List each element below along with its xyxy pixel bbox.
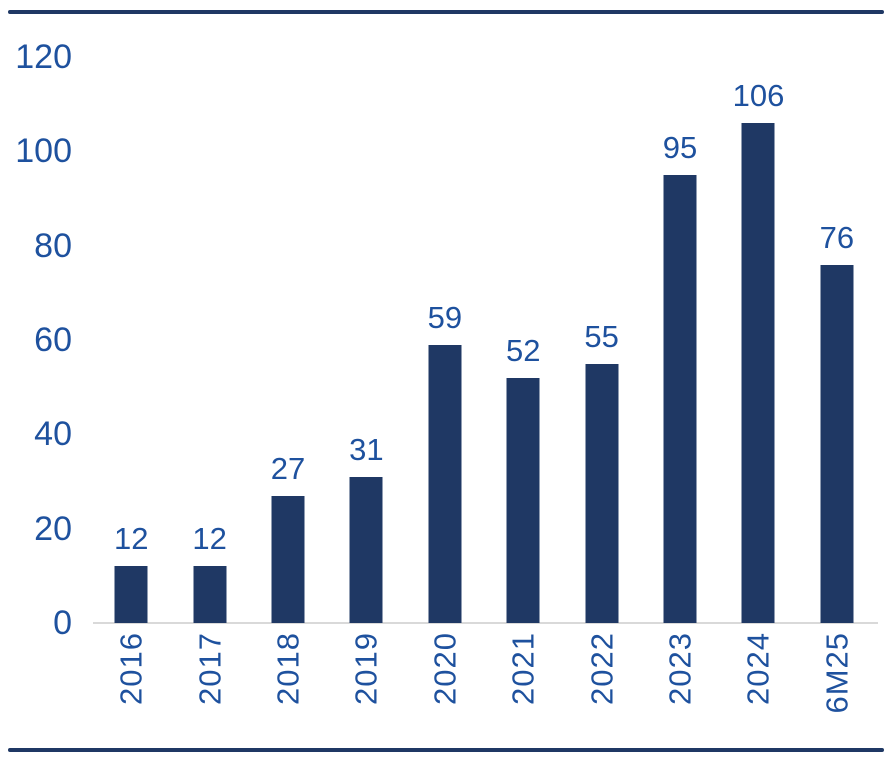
y-axis-tick-label: 40 [34, 415, 72, 454]
y-axis-tick-label: 80 [34, 226, 72, 265]
bar-group-2020: 59 2020 [406, 57, 484, 705]
bar-group-2024: 106 2024 [719, 57, 797, 705]
bar-group-2021: 52 2021 [484, 57, 562, 705]
x-axis-tick-label: 2018 [270, 632, 306, 705]
x-axis-tick-label: 2016 [113, 632, 149, 705]
bar-value-label: 76 [819, 219, 855, 255]
bar-value-label: 31 [349, 431, 384, 467]
bar-value-label: 52 [505, 332, 541, 368]
bar-group-2018: 27 2018 [249, 57, 327, 705]
bar-group-2016: 12 2016 [92, 57, 170, 705]
bar-2016 [114, 566, 148, 623]
bar-2023 [663, 174, 697, 623]
x-axis-tick-label: 2023 [662, 632, 698, 705]
y-axis: 0 20 40 60 80 100 120 [0, 0, 72, 762]
bar-group-2023: 95 2023 [641, 57, 719, 705]
bar-6M25 [820, 264, 854, 623]
bar-2017 [193, 566, 227, 623]
bar-2021 [506, 377, 540, 623]
bar-2018 [271, 495, 305, 623]
x-axis-line [93, 622, 878, 624]
x-axis-tick-label: 6M25 [819, 632, 855, 714]
bottom-border-line [8, 748, 884, 752]
bar-group-2019: 31 2019 [327, 57, 405, 705]
bar-2020 [428, 344, 462, 623]
bar-value-label: 12 [192, 521, 227, 557]
x-axis-tick-label: 2020 [427, 632, 463, 705]
bar-group-6M25: 76 6M25 [798, 57, 876, 714]
y-axis-tick-label: 100 [15, 132, 72, 171]
x-axis-tick-label: 2019 [348, 632, 384, 705]
bar-2022 [585, 363, 619, 623]
bar-value-label: 27 [270, 450, 306, 486]
y-axis-tick-label: 20 [34, 509, 72, 548]
top-border-line [8, 10, 884, 14]
x-axis-tick-label: 2017 [192, 632, 228, 705]
bar-group-2022: 55 2022 [562, 57, 640, 705]
bar-2019 [349, 476, 383, 623]
y-axis-tick-label: 120 [15, 38, 72, 76]
y-axis-tick-label: 0 [53, 604, 72, 642]
bar-value-label: 59 [427, 299, 463, 335]
bar-2024 [741, 123, 775, 623]
bar-value-label: 95 [662, 129, 698, 165]
y-axis-tick-label: 60 [34, 321, 72, 359]
x-axis-tick-label: 2024 [740, 632, 776, 705]
bar-value-label: 55 [584, 318, 619, 354]
bar-group-2017: 12 2017 [170, 57, 248, 705]
x-axis-tick-label: 2021 [505, 632, 541, 705]
bar-value-label: 106 [732, 78, 785, 114]
bar-value-label: 12 [113, 521, 149, 557]
x-axis-tick-label: 2022 [584, 632, 620, 705]
bars-container: 12 2016 12 2017 27 2018 31 2019 59 2020 52 2021 55 20… [92, 57, 876, 714]
